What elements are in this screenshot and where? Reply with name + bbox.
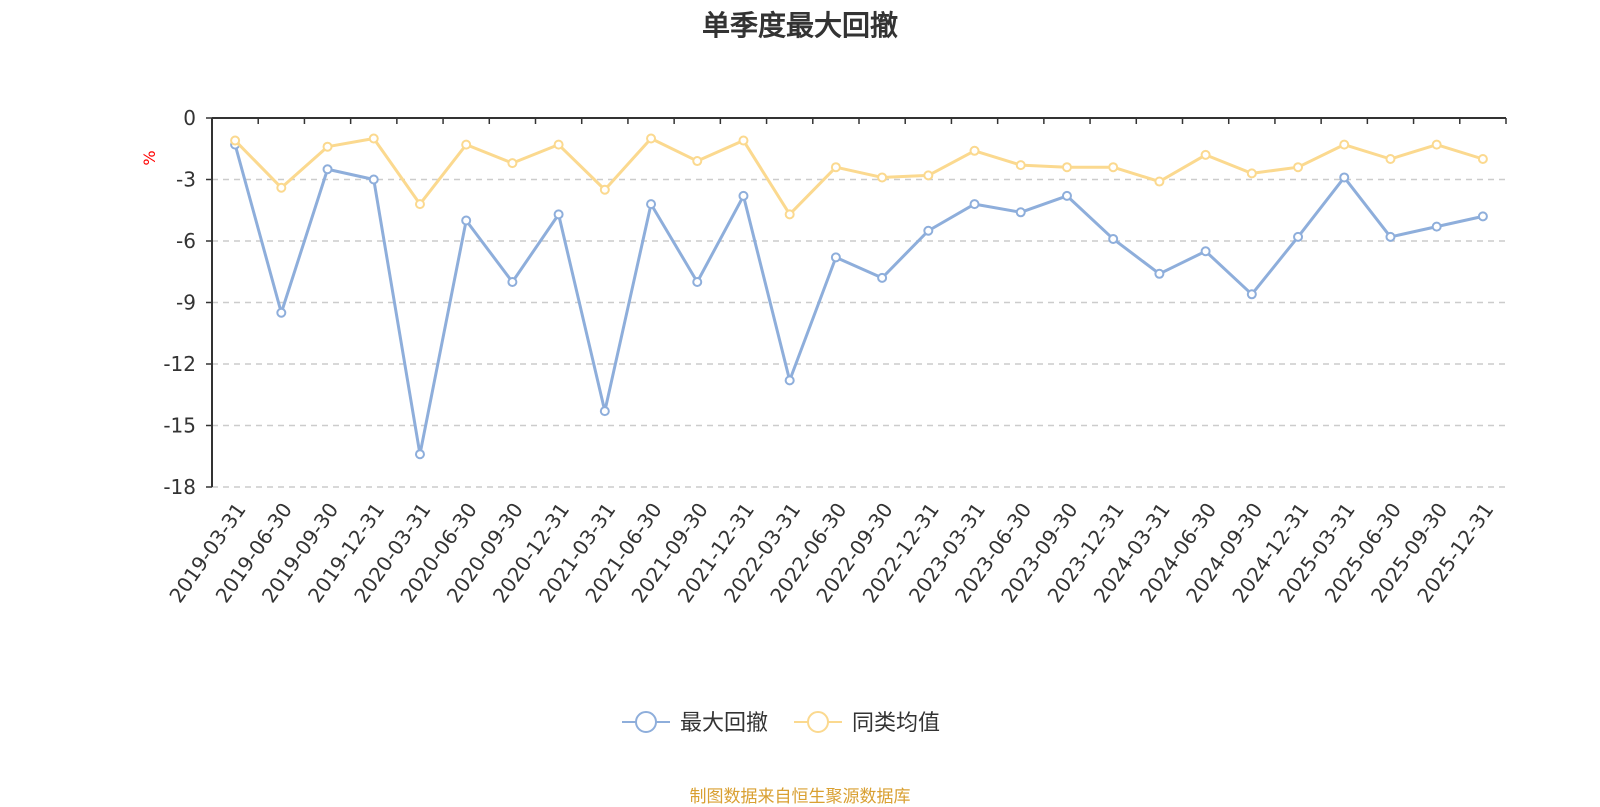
data-point (877, 172, 888, 183)
data-point (507, 277, 518, 287)
data-point (1061, 162, 1072, 173)
data-point (969, 145, 980, 156)
data-point (1246, 168, 1257, 179)
data-point (1339, 139, 1350, 150)
data-point (553, 139, 564, 150)
y-tick-label: -15 (163, 414, 196, 438)
source-footer: 制图数据来自恒生聚源数据库 (689, 787, 911, 807)
data-point (1108, 233, 1119, 244)
data-point (738, 135, 749, 146)
data-point (368, 133, 379, 144)
data-point (599, 184, 610, 195)
data-point (230, 135, 241, 146)
data-point (599, 406, 610, 417)
data-point (276, 182, 287, 193)
data-point (1293, 162, 1304, 173)
chart-title: 单季度最大回撤 (701, 9, 898, 42)
series-lines (230, 133, 1488, 460)
data-point (322, 164, 333, 175)
data-point (830, 162, 841, 173)
grid-lines (212, 178, 1506, 488)
data-point (414, 199, 425, 210)
data-point (1385, 154, 1396, 164)
legend-label: 最大回撤 (680, 711, 768, 736)
data-point (553, 209, 564, 220)
y-tick-label: 0 (183, 106, 196, 130)
data-point (461, 139, 472, 150)
data-point (1246, 289, 1257, 300)
legend: 最大回撤 同类均值 (622, 711, 940, 736)
data-point (1015, 160, 1026, 171)
data-point (1154, 176, 1165, 187)
series-line-1 (234, 137, 1484, 216)
data-point (1293, 231, 1304, 242)
data-point (1015, 207, 1026, 218)
y-tick-label: -12 (163, 352, 196, 376)
y-tick-label: -9 (176, 291, 196, 315)
data-point (1061, 190, 1072, 201)
data-point (1477, 211, 1488, 222)
data-point (507, 158, 518, 169)
data-point (461, 215, 472, 226)
data-point (923, 225, 934, 236)
data-point (692, 156, 703, 167)
y-tick-label: -3 (176, 168, 196, 192)
data-point (923, 170, 934, 181)
y-tick-label: -6 (176, 229, 196, 253)
legend-label: 同类均值 (852, 711, 940, 736)
y-axis-label: % (140, 150, 159, 165)
data-point (1385, 231, 1396, 242)
data-point (784, 375, 795, 386)
data-point (1431, 139, 1442, 150)
data-point (368, 174, 379, 185)
data-point (1339, 172, 1350, 183)
y-tick-label: -18 (163, 475, 196, 499)
data-point (830, 252, 841, 263)
data-point (414, 449, 425, 460)
data-point (969, 199, 980, 210)
legend-marker (807, 711, 829, 733)
data-point (692, 277, 703, 287)
data-point (877, 272, 888, 283)
data-point (646, 133, 657, 144)
data-point (276, 307, 287, 318)
data-point (322, 141, 333, 152)
data-point (1200, 246, 1211, 257)
data-point (1154, 268, 1165, 279)
series-line-0 (233, 144, 1484, 456)
data-point (738, 190, 749, 201)
legend-marker (635, 711, 657, 733)
data-point (784, 209, 795, 220)
data-point (646, 199, 657, 210)
data-point (1431, 221, 1442, 232)
data-point (1108, 162, 1119, 173)
data-point (1477, 154, 1488, 164)
data-point (1200, 149, 1211, 160)
